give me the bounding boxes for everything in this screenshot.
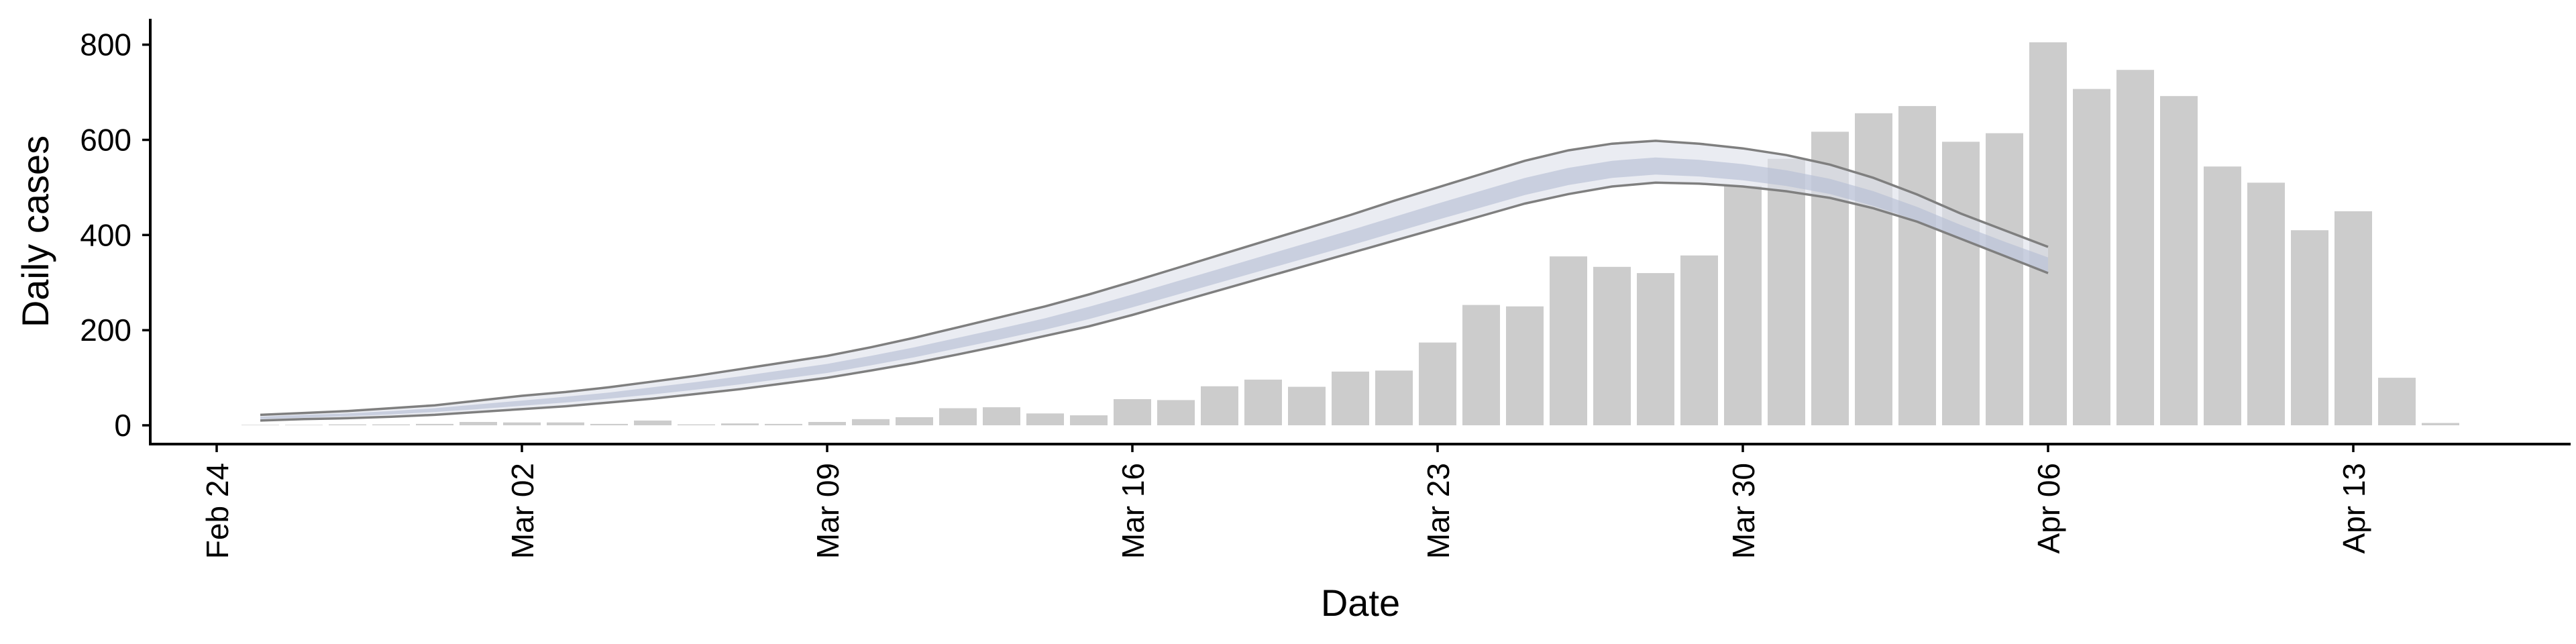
bar-2020-03-07 <box>721 423 759 425</box>
bar-2020-03-28 <box>1637 273 1674 425</box>
bar-2020-03-31 <box>1768 158 1805 426</box>
bar-2020-03-03 <box>547 422 584 425</box>
y-tick-label-600: 600 <box>80 123 131 158</box>
axes-layer <box>149 19 2571 445</box>
x-tick-label-apr-13: Apr 13 <box>2337 463 2371 554</box>
bar-2020-03-27 <box>1593 266 1631 425</box>
bar-2020-04-03 <box>1898 106 1936 425</box>
bar-2020-04-13 <box>2334 211 2372 425</box>
x-tick-label-apr-06: Apr 06 <box>2031 463 2066 554</box>
bar-2020-03-20 <box>1288 386 1326 425</box>
bar-2020-04-14 <box>2378 378 2416 425</box>
y-axis-title: Daily cases <box>14 136 56 327</box>
bar-2020-03-23 <box>1419 342 1456 425</box>
bar-2020-04-02 <box>1855 113 1892 426</box>
bar-2020-04-12 <box>2291 230 2328 425</box>
bar-2020-03-11 <box>896 417 933 425</box>
bar-2020-04-11 <box>2247 182 2285 425</box>
bar-2020-03-17 <box>1157 400 1195 425</box>
bar-2020-03-13 <box>983 407 1020 425</box>
bar-2020-04-05 <box>1986 133 2023 425</box>
bar-2020-03-08 <box>765 423 802 425</box>
lower-bound-line <box>260 181 2049 422</box>
inner-credible-band <box>260 157 2048 419</box>
bar-2020-03-16 <box>1114 399 1151 425</box>
bar-2020-04-10 <box>2204 166 2241 425</box>
bar-2020-04-07 <box>2073 89 2110 425</box>
bar-2020-04-15 <box>2422 423 2459 425</box>
bar-2020-03-24 <box>1462 305 1500 425</box>
bar-2020-03-02 <box>503 422 541 425</box>
bar-2020-03-09 <box>808 422 846 425</box>
bar-2020-03-22 <box>1375 370 1413 425</box>
bar-2020-03-18 <box>1201 386 1238 425</box>
bar-2020-02-29 <box>416 423 453 425</box>
bar-2020-04-06 <box>2029 42 2067 426</box>
bar-2020-03-05 <box>634 420 672 425</box>
x-tick-label-mar-23: Mar 23 <box>1421 463 1456 559</box>
bar-2020-03-04 <box>590 423 628 425</box>
y-tick-label-400: 400 <box>80 217 131 252</box>
x-ticks: Feb 24 Mar 02 Mar 09 Mar 16 Mar 23 Mar 30 Apr … <box>200 444 2371 559</box>
bar-2020-03-14 <box>1026 413 1064 425</box>
bar-2020-03-15 <box>1070 415 1108 425</box>
bar-2020-03-21 <box>1332 371 1369 425</box>
bar-2020-03-10 <box>852 419 890 425</box>
bar-2020-03-30 <box>1724 186 1762 425</box>
bar-2020-04-08 <box>2116 70 2154 425</box>
y-tick-label-800: 800 <box>80 28 131 62</box>
y-ticks: 0 200 400 600 800 <box>80 28 150 443</box>
upper-bound-line <box>260 140 2049 417</box>
bar-2020-03-12 <box>939 408 977 425</box>
y-tick-label-200: 200 <box>80 313 131 347</box>
x-tick-label-mar-30: Mar 30 <box>1726 463 1761 559</box>
bars-layer <box>241 42 2459 426</box>
bar-2020-03-01 <box>460 422 497 425</box>
x-tick-label-feb-24: Feb 24 <box>200 463 235 559</box>
x-tick-label-mar-02: Mar 02 <box>505 463 540 559</box>
x-axis-title: Date <box>1321 582 1400 624</box>
bar-2020-03-26 <box>1550 256 1587 425</box>
x-tick-label-mar-09: Mar 09 <box>810 463 845 559</box>
outer-credible-band <box>260 140 2048 421</box>
bar-2020-03-19 <box>1244 379 1282 425</box>
bar-2020-04-04 <box>1942 142 1980 426</box>
bar-2020-03-25 <box>1506 306 1544 425</box>
y-tick-label-0: 0 <box>114 408 131 443</box>
bar-2020-03-29 <box>1680 255 1718 425</box>
nowcast-band-layer <box>260 140 2049 422</box>
x-tick-label-mar-16: Mar 16 <box>1116 463 1150 559</box>
bar-2020-04-09 <box>2160 96 2198 425</box>
